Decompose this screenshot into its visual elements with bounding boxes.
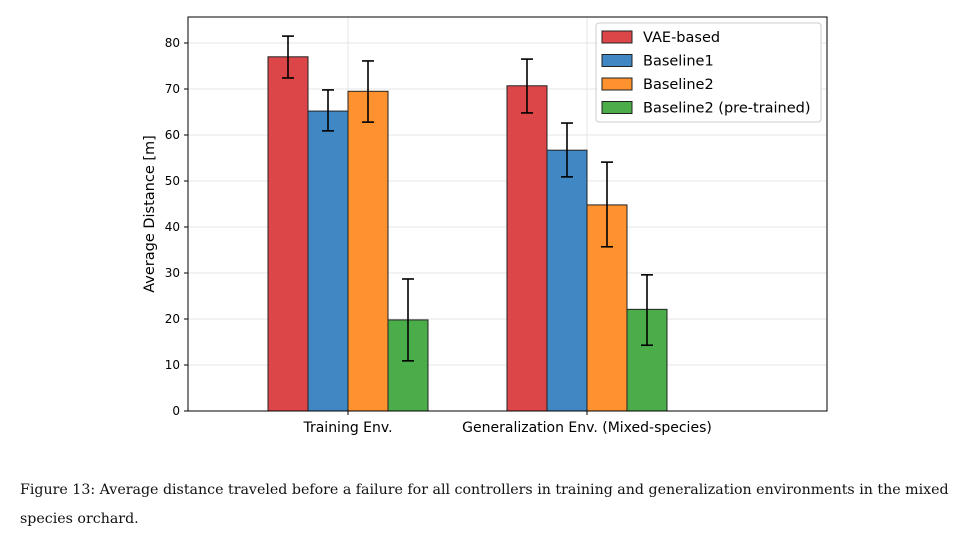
legend-swatch: [601, 101, 633, 114]
legend-label: Baseline2: [643, 77, 714, 93]
y-tick-label: 30: [165, 266, 180, 280]
bar-baseline1: [307, 110, 349, 412]
legend-swatch: [601, 54, 633, 67]
bar-baseline1: [546, 149, 588, 412]
plot-frame: [187, 16, 828, 412]
y-tick-label: 50: [165, 174, 180, 188]
y-tick-label: 80: [165, 36, 180, 50]
legend-box: [595, 22, 822, 123]
legend-swatch: [601, 30, 633, 44]
x-tick-label: Generalization Env. (Mixed-species): [462, 420, 712, 436]
figure-caption: Figure 13: Average distance traveled bef…: [20, 482, 949, 527]
y-tick-label: 0: [172, 404, 180, 418]
bar-vae-based: [267, 56, 309, 412]
y-tick-label: 60: [165, 128, 180, 142]
bar-baseline2: [347, 90, 389, 412]
legend-label: Baseline1: [643, 54, 714, 70]
y-tick-label: 70: [165, 82, 180, 96]
y-tick-label: 10: [165, 358, 180, 372]
y-tick-label: 20: [165, 312, 180, 326]
bar-chart: 0 10 20 30 40 50 60 70 80 Training Env. Generaliza…: [142, 16, 828, 436]
bar-vae-based: [506, 85, 548, 412]
legend-label: VAE-based: [643, 30, 720, 46]
legend-label: Baseline2 (pre-trained): [643, 101, 811, 117]
y-axis-label: Average Distance [m]: [142, 135, 158, 293]
x-tick-label: Training Env.: [302, 420, 392, 436]
y-tick-label: 40: [165, 220, 180, 234]
legend-swatch: [601, 77, 633, 91]
